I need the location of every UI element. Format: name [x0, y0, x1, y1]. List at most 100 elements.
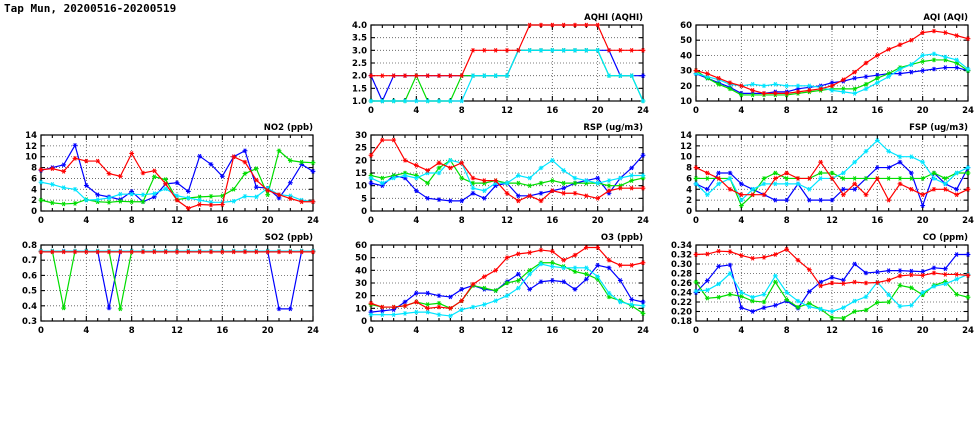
y-tick-label: 20: [355, 156, 367, 166]
series-day4: [38, 249, 316, 255]
x-tick-label: 8: [459, 106, 465, 116]
series-day3: [368, 157, 646, 194]
series-day3: [368, 47, 646, 104]
x-tick-label: 0: [38, 216, 44, 226]
chart-aqhi: 1.0 1.5 2.0 2.5 3.0 3.5 4.0 0 4 8 12 16 20 24 AQHI (AQ…: [352, 13, 649, 116]
chart-panel-o3: 0 10 20 30 40 50 60 0 4 8 12 16 20 24 O3 (ppb): [330, 228, 650, 338]
x-tick-label: 20: [262, 326, 274, 336]
x-tick-label: 16: [871, 216, 883, 226]
y-tick-label: 8: [686, 164, 692, 174]
chart-panel-no2: 0 2 4 6 8 10 12 14 0 4 8 12 16 20 24 NO2 (ppb): [0, 118, 320, 228]
x-tick-label: 0: [38, 326, 44, 336]
y-tick-label: 2.5: [352, 59, 367, 69]
gridlines: [41, 245, 313, 321]
y-tick-label: 0.8: [22, 241, 37, 251]
x-tick-label: 24: [637, 216, 649, 226]
series-day4: [368, 137, 646, 204]
axis-ticks: [695, 134, 969, 212]
x-tick-label: 12: [501, 216, 513, 226]
x-tick-label: 0: [368, 216, 374, 226]
axis-ticks: [40, 134, 314, 212]
x-tick-label: 8: [459, 326, 465, 336]
x-tick-label: 16: [216, 216, 228, 226]
y-tick-label: 60: [355, 241, 367, 251]
x-tick-label: 4: [413, 326, 419, 336]
chart-panel-co: 0.18 0.20 0.22 0.24 0.26 0.28 0.30 0.32 0.34 0 4 8 1…: [655, 228, 975, 338]
x-tick-label: 16: [216, 326, 228, 336]
y-tick-label: 0.34: [671, 241, 692, 251]
x-tick-label: 16: [546, 216, 558, 226]
x-tick-label: 8: [459, 216, 465, 226]
x-tick-label: 20: [592, 216, 604, 226]
series-day4: [693, 28, 971, 96]
x-tick-label: 0: [693, 326, 699, 336]
x-tick-label: 4: [83, 326, 89, 336]
x-tick-label: 12: [171, 216, 183, 226]
y-tick-label: 15: [355, 169, 367, 179]
y-tick-label: 0: [361, 207, 367, 217]
y-tick-label: 12: [680, 142, 692, 152]
y-tick-label: 0.26: [671, 279, 692, 289]
axis-ticks: [370, 244, 644, 322]
y-tick-label: 0: [31, 207, 37, 217]
x-tick-label: 24: [962, 216, 974, 226]
chart-title: NO2 (ppb): [264, 123, 313, 133]
y-tick-label: 5: [361, 194, 367, 204]
x-tick-label: 24: [307, 326, 319, 336]
chart-o3: 0 10 20 30 40 50 60 0 4 8 12 16 20 24 O3 (ppb): [355, 233, 649, 336]
chart-title: FSP (ug/m3): [909, 123, 968, 133]
series-day4: [38, 151, 316, 211]
y-tick-label: 0.18: [671, 317, 692, 327]
x-tick-label: 12: [826, 216, 838, 226]
x-tick-label: 16: [546, 326, 558, 336]
y-tick-label: 14: [680, 131, 692, 141]
y-tick-label: 0.6: [22, 271, 37, 281]
y-tick-label: 8: [31, 164, 37, 174]
y-tick-label: 2.0: [352, 72, 367, 82]
series-day3: [693, 271, 971, 314]
y-tick-label: 10: [355, 182, 367, 192]
x-tick-label: 20: [592, 326, 604, 336]
x-tick-label: 4: [413, 216, 419, 226]
x-tick-label: 8: [129, 216, 135, 226]
y-tick-label: 10: [355, 304, 367, 314]
y-tick-label: 60: [680, 21, 692, 31]
series-day4: [693, 246, 971, 289]
y-tick-label: 12: [25, 142, 37, 152]
y-tick-label: 10: [680, 153, 692, 163]
y-tick-label: 0: [686, 207, 692, 217]
y-tick-label: 4.0: [352, 21, 367, 31]
x-tick-label: 4: [738, 326, 744, 336]
y-tick-label: 40: [355, 266, 367, 276]
y-tick-label: 20: [680, 82, 692, 92]
x-tick-label: 20: [592, 106, 604, 116]
x-tick-label: 12: [501, 106, 513, 116]
x-tick-label: 16: [546, 106, 558, 116]
y-tick-label: 25: [355, 144, 367, 154]
y-tick-label: 10: [680, 97, 692, 107]
x-tick-label: 24: [637, 326, 649, 336]
x-tick-label: 24: [307, 216, 319, 226]
chart-so2: 0.3 0.4 0.5 0.6 0.7 0.8 0 4 8 12 16 20 24 SO2 (ppb): [22, 233, 319, 336]
x-tick-label: 16: [871, 326, 883, 336]
x-tick-label: 0: [693, 216, 699, 226]
y-tick-label: 3.0: [352, 46, 367, 56]
x-tick-label: 8: [129, 326, 135, 336]
chart-co: 0.180.200.220.240.260.280.300.320.34 0 4 8 1…: [671, 233, 974, 336]
y-tick-label: 4: [31, 185, 37, 195]
chart-panel-aqhi: 1.0 1.5 2.0 2.5 3.0 3.5 4.0 0 4 8 12 16 20 24 AQHI (AQ…: [330, 8, 650, 118]
y-tick-label: 0.20: [671, 308, 692, 318]
x-tick-label: 24: [637, 106, 649, 116]
y-tick-label: 4: [686, 185, 692, 195]
y-tick-label: 0.28: [671, 270, 692, 280]
series-day1: [38, 248, 316, 312]
y-tick-label: 2: [686, 196, 692, 206]
x-tick-label: 20: [917, 106, 929, 116]
x-tick-label: 20: [917, 326, 929, 336]
chart-panel-fsp: 0 2 4 6 8 10 12 14 0 4 8 12 16 20 24 FSP (ug/m3): [655, 118, 975, 228]
y-tick-label: 30: [680, 67, 692, 77]
y-tick-label: 0.22: [671, 298, 692, 308]
series-day4: [693, 159, 971, 203]
axis-ticks: [40, 244, 314, 322]
